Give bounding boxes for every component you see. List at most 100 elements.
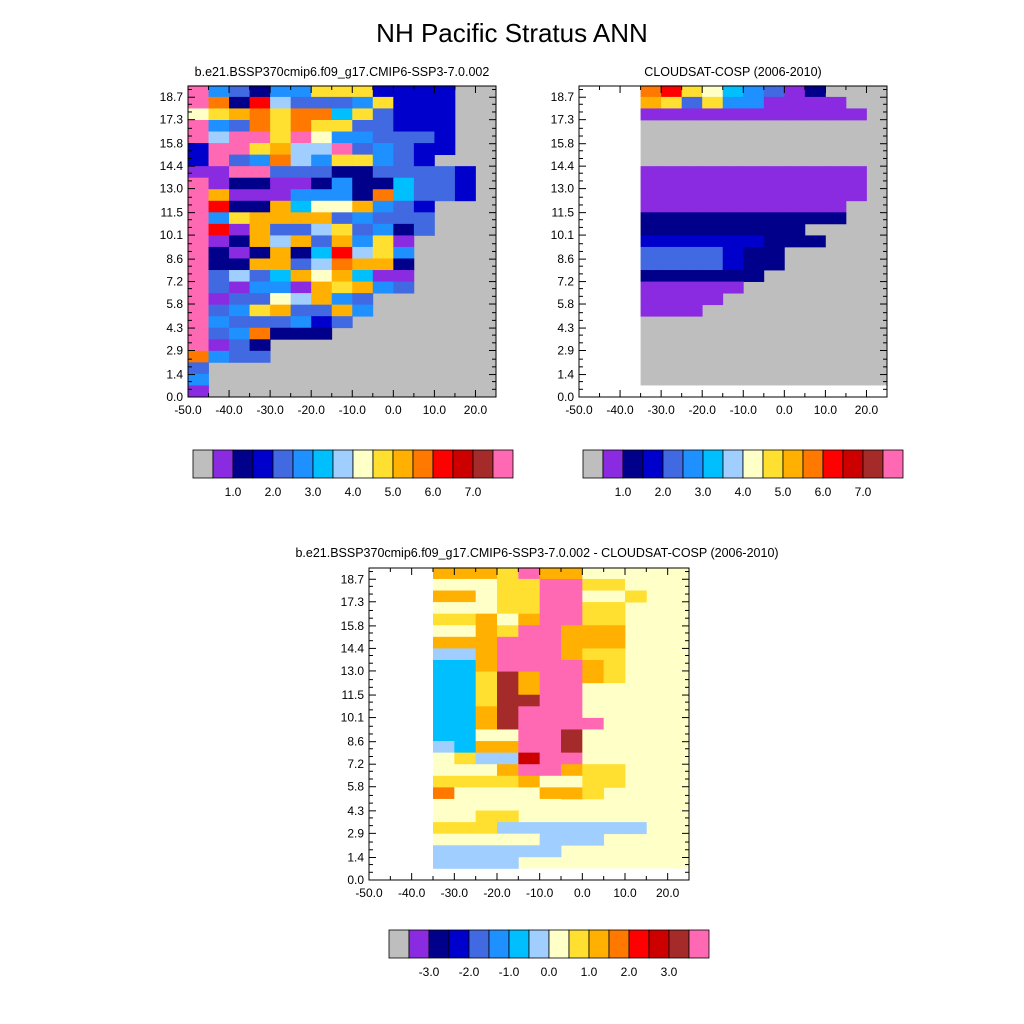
heatmap-cell [393, 235, 415, 248]
heatmap-cell [393, 108, 415, 121]
heatmap-cell [393, 223, 415, 236]
heatmap-cell [433, 775, 455, 788]
heatmap-cell [393, 177, 415, 190]
heatmap-cell [722, 108, 744, 121]
x-tick-label: -30.0 [441, 886, 469, 900]
heatmap-cell [290, 281, 312, 294]
y-tick-label: 17.3 [551, 113, 575, 127]
heatmap-cell [352, 85, 374, 98]
heatmap-cell [249, 96, 271, 109]
y-tick-label: 4.3 [557, 321, 574, 335]
heatmap-cell [249, 189, 271, 202]
heatmap-cell [433, 671, 455, 684]
heatmap-cell [229, 108, 250, 121]
heatmap-cell [603, 567, 626, 580]
heatmap-cell [433, 578, 455, 591]
heatmap-cell [561, 636, 583, 649]
colorbar-swatch [642, 449, 664, 479]
heatmap-cell [475, 752, 498, 765]
colorbar: -3.0 -2.0 -1.0 0.0 1.0 2.0 3.0 [388, 929, 710, 979]
x-tick-label: -40.0 [398, 886, 426, 900]
heatmap-cell [433, 752, 455, 765]
heatmap-cell [743, 85, 765, 98]
heatmap-cell [625, 741, 647, 754]
heatmap-cell [249, 339, 271, 352]
heatmap-cell [208, 131, 230, 144]
heatmap-cell [681, 281, 703, 294]
heatmap-cell [743, 166, 765, 179]
heatmap-cell [188, 177, 209, 190]
heatmap-cell [722, 235, 744, 248]
heatmap-cell [582, 822, 605, 835]
heatmap-cell [208, 258, 230, 271]
heatmap-cell [331, 96, 353, 109]
heatmap-cell [249, 212, 271, 225]
heatmap-cell [681, 304, 703, 317]
colorbar-swatch [822, 449, 844, 479]
heatmap-cell [603, 613, 626, 626]
heatmap-cell [763, 166, 785, 179]
heatmap-cell [804, 189, 826, 202]
y-tick-label: 8.6 [166, 252, 183, 266]
heatmap-cell [434, 189, 456, 202]
heatmap-cell [208, 177, 230, 190]
heatmap-cell [475, 671, 498, 684]
heatmap-cell [475, 602, 498, 615]
colorbar-swatch [582, 449, 604, 479]
heatmap-cell [188, 189, 209, 202]
heatmap-cell [661, 281, 683, 294]
x-tick-label: -10.0 [526, 886, 554, 900]
heatmap-cell [561, 741, 583, 754]
colorbar-swatch [292, 449, 314, 479]
heatmap-cell [722, 258, 744, 271]
heatmap-cell [582, 752, 605, 765]
heatmap-cell [518, 671, 541, 684]
colorbar-swatch [668, 929, 690, 959]
heatmap-cell [188, 339, 209, 352]
heatmap-cell [845, 177, 867, 190]
heatmap-cell [702, 223, 724, 236]
heatmap-cell [229, 327, 250, 340]
heatmap-cell [681, 189, 703, 202]
heatmap-cell [331, 235, 353, 248]
heatmap-cell [270, 212, 292, 225]
heatmap-cell [188, 223, 209, 236]
heatmap-cell [188, 293, 209, 306]
heatmap-cell [393, 246, 415, 259]
heatmap-cell [311, 154, 333, 167]
heatmap-cell [454, 775, 477, 788]
heatmap-cell [208, 154, 230, 167]
heatmap-cell [331, 189, 353, 202]
heatmap-cell [393, 189, 415, 202]
heatmap-cell [311, 270, 333, 282]
heatmap-cell [229, 223, 250, 236]
heatmap-cell [603, 764, 626, 777]
heatmap-cell [603, 741, 626, 754]
heatmap-cell [539, 625, 562, 638]
heatmap-cell [475, 833, 498, 846]
heatmap-cell [372, 108, 394, 121]
heatmap-cell [497, 717, 519, 730]
heatmap-cell [270, 108, 292, 121]
heatmap-cell [845, 108, 867, 121]
heatmap-cell [433, 683, 455, 696]
y-tick-label: 18.7 [160, 90, 184, 104]
heatmap-cell [454, 648, 477, 661]
heatmap-cell [434, 166, 456, 179]
heatmap-cell [475, 775, 498, 788]
heatmap-cell [352, 246, 374, 259]
heatmap-cell [249, 143, 271, 156]
heatmap-cell [804, 85, 826, 98]
heatmap-cells [188, 85, 476, 398]
heatmap-cell [518, 613, 541, 626]
heatmap-cell [393, 119, 415, 132]
heatmap-cell [311, 131, 333, 144]
heatmap-cell [372, 235, 394, 248]
x-tick-label: 10.0 [814, 403, 838, 417]
heatmap-cell [603, 625, 626, 638]
heatmap-cell [722, 270, 744, 282]
heatmap-cell [681, 108, 703, 121]
heatmap-cell [270, 177, 292, 190]
heatmap-cell [497, 578, 519, 591]
y-tick-label: 18.7 [341, 572, 365, 586]
